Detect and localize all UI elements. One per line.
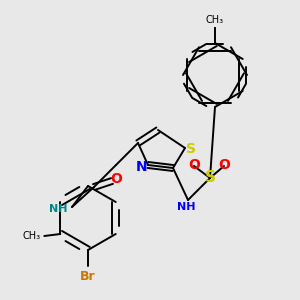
Text: CH₃: CH₃: [22, 231, 40, 241]
Text: O: O: [188, 158, 200, 172]
Text: O: O: [218, 158, 230, 172]
Text: S: S: [186, 142, 196, 156]
Text: CH₃: CH₃: [206, 15, 224, 25]
Text: NH: NH: [177, 202, 195, 212]
Text: Br: Br: [80, 270, 96, 283]
Text: NH: NH: [49, 204, 67, 214]
Text: N: N: [136, 160, 148, 174]
Text: S: S: [205, 170, 215, 185]
Text: O: O: [110, 172, 122, 186]
